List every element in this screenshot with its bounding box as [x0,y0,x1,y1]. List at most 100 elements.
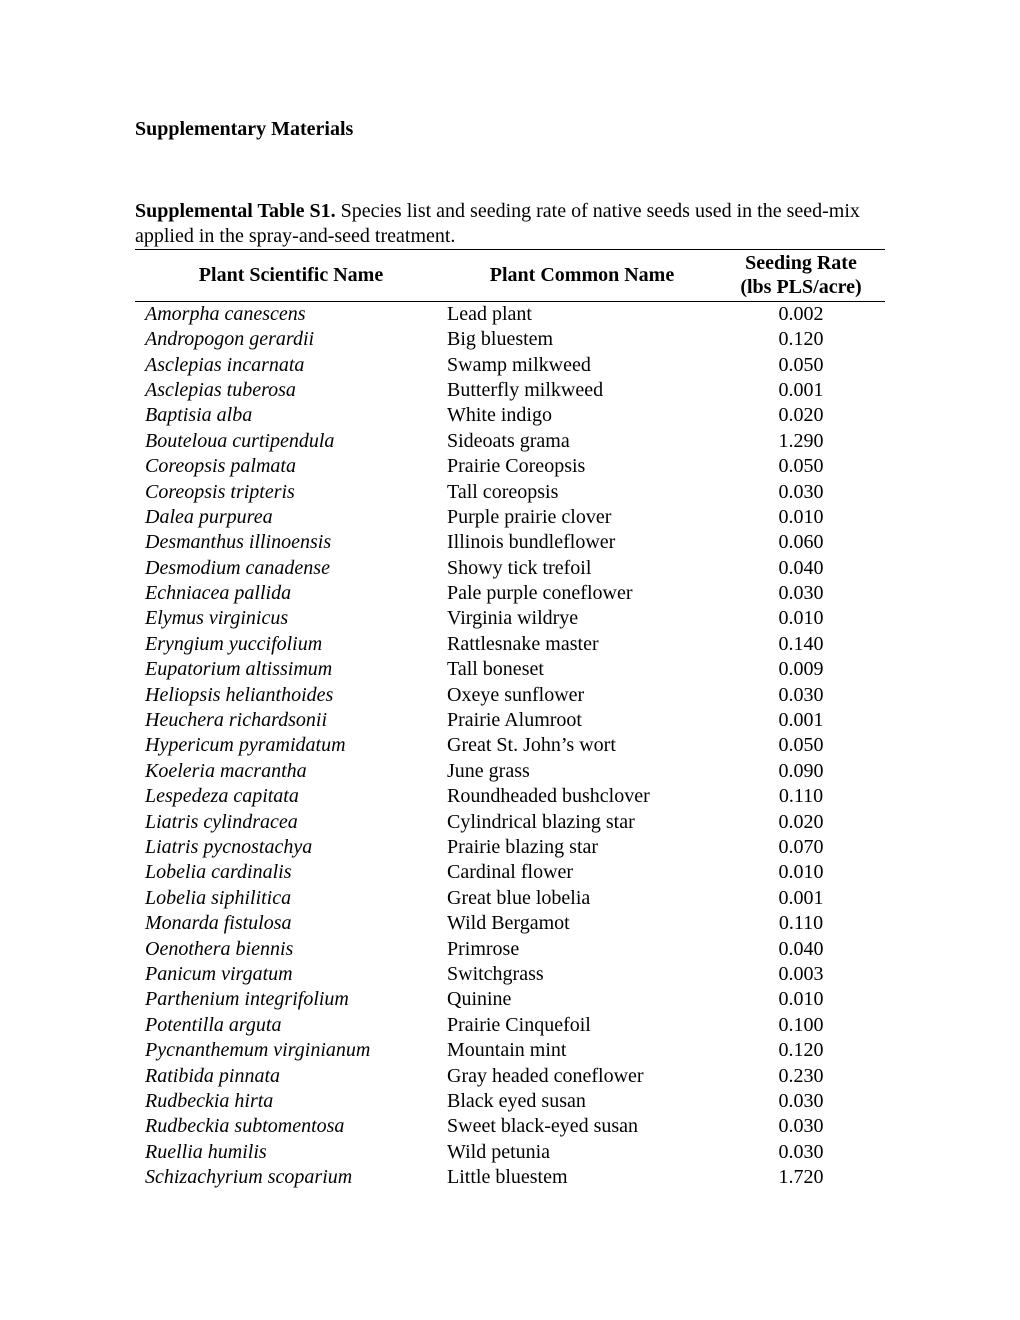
table-row: Liatris pycnostachyaPrairie blazing star… [135,835,885,860]
cell-common-name: Swamp milkweed [447,353,717,378]
table-row: Pycnanthemum virginianumMountain mint0.1… [135,1038,885,1063]
cell-scientific-name: Liatris pycnostachya [135,835,447,860]
cell-common-name: Lead plant [447,301,717,327]
cell-seeding-rate: 0.030 [717,581,885,606]
cell-scientific-name: Parthenium integrifolium [135,987,447,1012]
cell-common-name: Virginia wildrye [447,606,717,631]
table-caption: Supplemental Table S1. Species list and … [135,199,885,249]
cell-scientific-name: Ruellia humilis [135,1140,447,1165]
cell-seeding-rate: 0.230 [717,1064,885,1089]
cell-scientific-name: Eryngium yuccifolium [135,632,447,657]
table-row: Heliopsis helianthoidesOxeye sunflower0.… [135,683,885,708]
cell-seeding-rate: 0.001 [717,708,885,733]
cell-common-name: Black eyed susan [447,1089,717,1114]
cell-common-name: Mountain mint [447,1038,717,1063]
cell-seeding-rate: 0.140 [717,632,885,657]
cell-seeding-rate: 0.010 [717,505,885,530]
table-row: Oenothera biennisPrimrose0.040 [135,937,885,962]
cell-common-name: Switchgrass [447,962,717,987]
cell-common-name: Butterfly milkweed [447,378,717,403]
cell-seeding-rate: 1.290 [717,429,885,454]
cell-seeding-rate: 0.060 [717,530,885,555]
table-row: Monarda fistulosaWild Bergamot0.110 [135,911,885,936]
table-row: Schizachyrium scopariumLittle bluestem1.… [135,1165,885,1190]
cell-common-name: Cylindrical blazing star [447,810,717,835]
cell-scientific-name: Dalea purpurea [135,505,447,530]
table-row: Rudbeckia subtomentosaSweet black-eyed s… [135,1114,885,1139]
col-header-seeding-rate: Seeding Rate (lbs PLS/acre) [717,250,885,302]
cell-scientific-name: Asclepias incarnata [135,353,447,378]
table-row: Elymus virginicusVirginia wildrye0.010 [135,606,885,631]
table-row: Dalea purpureaPurple prairie clover0.010 [135,505,885,530]
cell-seeding-rate: 0.030 [717,683,885,708]
cell-common-name: Sideoats grama [447,429,717,454]
cell-common-name: Prairie Cinquefoil [447,1013,717,1038]
cell-seeding-rate: 0.030 [717,1114,885,1139]
cell-scientific-name: Panicum virgatum [135,962,447,987]
cell-scientific-name: Oenothera biennis [135,937,447,962]
page: Supplementary Materials Supplemental Tab… [0,0,1020,1320]
cell-scientific-name: Ratibida pinnata [135,1064,447,1089]
table-row: Potentilla argutaPrairie Cinquefoil0.100 [135,1013,885,1038]
table-row: Hypericum pyramidatumGreat St. John’s wo… [135,733,885,758]
cell-seeding-rate: 0.120 [717,1038,885,1063]
table-row: Lobelia siphiliticaGreat blue lobelia0.0… [135,886,885,911]
cell-common-name: June grass [447,759,717,784]
cell-seeding-rate: 0.002 [717,301,885,327]
cell-common-name: Big bluestem [447,327,717,352]
cell-seeding-rate: 0.030 [717,480,885,505]
cell-scientific-name: Hypericum pyramidatum [135,733,447,758]
cell-seeding-rate: 0.030 [717,1140,885,1165]
table-row: Asclepias incarnataSwamp milkweed0.050 [135,353,885,378]
cell-common-name: Wild Bergamot [447,911,717,936]
cell-seeding-rate: 0.100 [717,1013,885,1038]
table-row: Liatris cylindraceaCylindrical blazing s… [135,810,885,835]
table-row: Coreopsis tripterisTall coreopsis0.030 [135,480,885,505]
table-row: Andropogon gerardiiBig bluestem0.120 [135,327,885,352]
cell-common-name: Oxeye sunflower [447,683,717,708]
cell-common-name: Prairie Alumroot [447,708,717,733]
cell-seeding-rate: 0.010 [717,860,885,885]
cell-common-name: Prairie Coreopsis [447,454,717,479]
cell-common-name: Great St. John’s wort [447,733,717,758]
table-row: Baptisia albaWhite indigo0.020 [135,403,885,428]
table-row: Amorpha canescensLead plant0.002 [135,301,885,327]
cell-scientific-name: Eupatorium altissimum [135,657,447,682]
table-header-row: Plant Scientific Name Plant Common Name … [135,250,885,302]
cell-scientific-name: Lespedeza capitata [135,784,447,809]
cell-seeding-rate: 0.020 [717,403,885,428]
cell-seeding-rate: 0.050 [717,454,885,479]
cell-scientific-name: Elymus virginicus [135,606,447,631]
cell-scientific-name: Lobelia siphilitica [135,886,447,911]
col-header-common-name: Plant Common Name [447,250,717,302]
cell-scientific-name: Potentilla arguta [135,1013,447,1038]
table-row: Eryngium yuccifoliumRattlesnake master0.… [135,632,885,657]
cell-seeding-rate: 0.040 [717,556,885,581]
cell-common-name: Cardinal flower [447,860,717,885]
cell-scientific-name: Rudbeckia subtomentosa [135,1114,447,1139]
cell-scientific-name: Heliopsis helianthoides [135,683,447,708]
cell-seeding-rate: 0.090 [717,759,885,784]
cell-scientific-name: Asclepias tuberosa [135,378,447,403]
cell-scientific-name: Desmanthus illinoensis [135,530,447,555]
cell-seeding-rate: 0.001 [717,886,885,911]
cell-common-name: Tall boneset [447,657,717,682]
table-row: Parthenium integrifoliumQuinine0.010 [135,987,885,1012]
species-table: Plant Scientific Name Plant Common Name … [135,249,885,1190]
cell-seeding-rate: 0.110 [717,911,885,936]
cell-common-name: Pale purple coneflower [447,581,717,606]
table-row: Ruellia humilisWild petunia0.030 [135,1140,885,1165]
cell-common-name: Gray headed coneflower [447,1064,717,1089]
cell-scientific-name: Baptisia alba [135,403,447,428]
cell-scientific-name: Andropogon gerardii [135,327,447,352]
table-row: Lespedeza capitataRoundheaded bushclover… [135,784,885,809]
cell-common-name: Roundheaded bushclover [447,784,717,809]
cell-common-name: Tall coreopsis [447,480,717,505]
cell-common-name: Great blue lobelia [447,886,717,911]
cell-seeding-rate: 0.120 [717,327,885,352]
cell-scientific-name: Schizachyrium scoparium [135,1165,447,1190]
table-row: Asclepias tuberosaButterfly milkweed0.00… [135,378,885,403]
cell-common-name: Primrose [447,937,717,962]
cell-common-name: Little bluestem [447,1165,717,1190]
cell-seeding-rate: 0.010 [717,987,885,1012]
